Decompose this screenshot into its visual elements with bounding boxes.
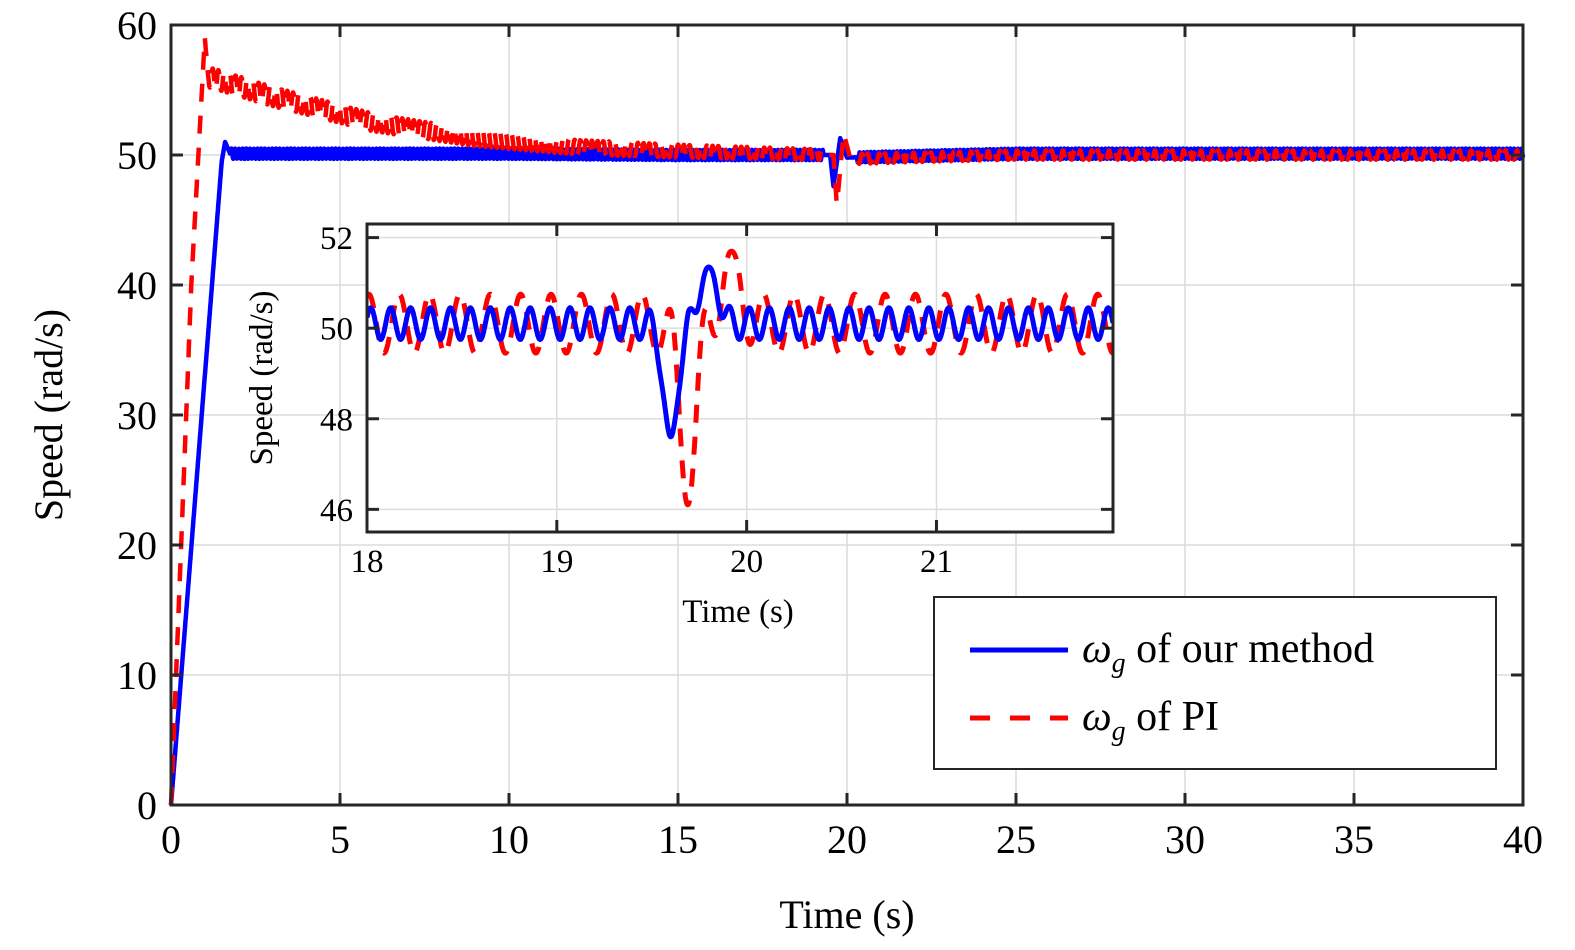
inset-ticks: 18 19 20 21 46 48 50 52 <box>320 221 1113 580</box>
inset-y-axis-label: Speed (rad/s) <box>244 290 280 465</box>
main-x-tick-label: 10 <box>489 817 529 862</box>
inset-x-tick-label: 20 <box>730 544 763 580</box>
inset-x-axis-label: Time (s) <box>682 594 794 630</box>
legend: ωg of our method ωg of PI <box>933 596 1497 770</box>
main-x-tick-label: 40 <box>1503 817 1543 862</box>
main-x-tick-label: 5 <box>330 817 350 862</box>
main-x-tick-label: 25 <box>996 817 1036 862</box>
inset-x-tick-label: 18 <box>351 544 384 580</box>
inset-y-tick-label: 52 <box>320 221 353 257</box>
main-series-pi <box>168 35 1525 806</box>
main-x-tick-label: 15 <box>658 817 698 862</box>
main-y-tick-label: 50 <box>117 133 157 178</box>
main-x-tick-label: 30 <box>1165 817 1205 862</box>
inset-y-tick-label: 46 <box>320 493 353 529</box>
inset-grid <box>367 224 1113 532</box>
main-x-tick-label: 0 <box>161 817 181 862</box>
inset-x-tick-label: 21 <box>920 544 953 580</box>
main-y-tick-label: 20 <box>117 523 157 568</box>
inset-plot-area <box>367 248 1113 508</box>
inset-y-tick-label: 50 <box>320 312 353 348</box>
inset-background <box>367 224 1113 532</box>
inset-y-tick-label: 48 <box>320 402 353 438</box>
legend-label-our-method: ωg of our method <box>1082 626 1374 679</box>
inset-series-our-method <box>367 264 1113 440</box>
main-y-tick-label: 40 <box>117 263 157 308</box>
main-y-tick-label: 0 <box>137 783 157 828</box>
inset-axes-frame <box>365 222 1115 534</box>
main-x-tick-label: 20 <box>827 817 867 862</box>
main-ticks: 0 5 10 15 20 25 30 35 40 0 10 20 30 40 50 60 <box>117 3 1543 862</box>
main-plot-area <box>168 35 1526 806</box>
main-x-tick-label: 35 <box>1334 817 1374 862</box>
inset-x-tick-label: 19 <box>540 544 573 580</box>
main-series-our-method <box>168 135 1526 806</box>
y-axis-label: Speed (rad/s) <box>26 309 71 521</box>
inset-series-pi <box>367 248 1113 508</box>
main-y-tick-label: 60 <box>117 3 157 48</box>
main-y-tick-label: 30 <box>117 393 157 438</box>
legend-label-pi: ωg of PI <box>1082 694 1219 747</box>
main-y-tick-label: 10 <box>117 653 157 698</box>
x-axis-label: Time (s) <box>779 892 914 937</box>
